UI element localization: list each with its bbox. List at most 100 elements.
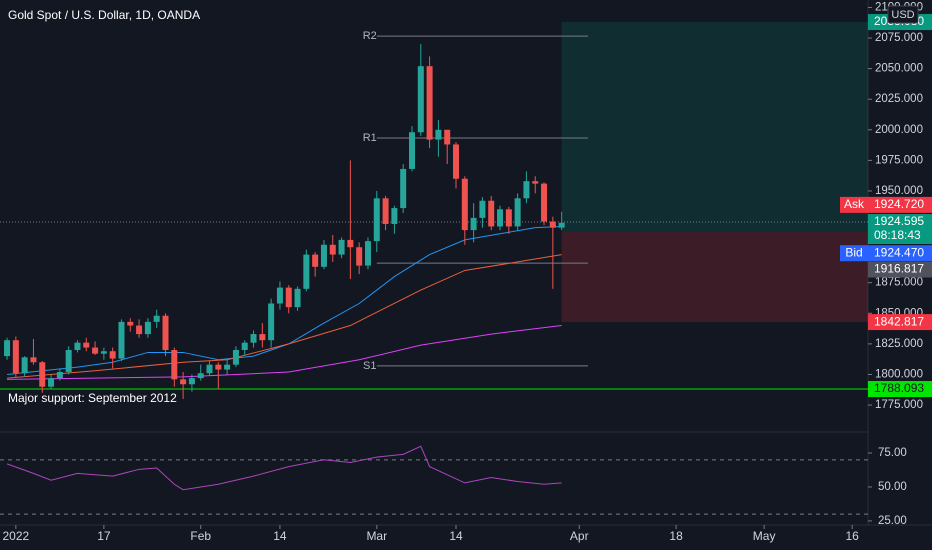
- y-tick-label: 1975.000: [875, 154, 923, 166]
- candle-body: [65, 349, 72, 373]
- support-label-text: 1788.093: [874, 381, 924, 395]
- candle-body: [364, 241, 371, 266]
- candle-body: [250, 334, 257, 343]
- candle-body: [118, 321, 125, 359]
- candle-body: [100, 351, 107, 354]
- x-tick-label: May: [753, 529, 776, 543]
- candle-body: [426, 66, 433, 140]
- ask-name-box: [840, 196, 868, 213]
- x-tick-label: 2022: [2, 529, 29, 543]
- candle-body: [312, 254, 319, 267]
- candle-body: [48, 378, 55, 387]
- candle-body: [74, 342, 81, 350]
- stop-label-text: 1842.817: [874, 314, 924, 328]
- candle-body: [435, 129, 442, 140]
- stop-label-box: [868, 314, 932, 331]
- target-zone: [561, 22, 868, 232]
- pivot-label: S1: [363, 360, 376, 372]
- candle-body: [39, 362, 46, 387]
- candle-body: [479, 200, 486, 218]
- rsi-tick-label: 50.00: [878, 481, 907, 493]
- candle-body: [347, 239, 354, 248]
- candle-body: [136, 325, 143, 335]
- x-tick-label: 18: [669, 529, 683, 543]
- last-label-text: 1924.595: [874, 214, 924, 228]
- candle-body: [268, 303, 275, 341]
- candle-body: [232, 349, 239, 365]
- candle-body: [391, 208, 398, 224]
- candle-body: [514, 198, 521, 227]
- candle-body: [497, 209, 504, 227]
- candle-body: [373, 198, 380, 242]
- candle-body: [92, 347, 99, 354]
- moving-average: [7, 254, 562, 379]
- candle-body: [549, 221, 556, 228]
- y-tick-label: 1875.000: [875, 277, 923, 289]
- candle-body: [444, 129, 451, 145]
- rsi-tick-label: 75.00: [878, 447, 907, 459]
- candle-body: [320, 244, 327, 267]
- candle-body: [382, 198, 389, 224]
- bid-label-text: 1924.470: [874, 245, 924, 259]
- candle-body: [83, 342, 90, 348]
- candle-body: [12, 340, 19, 374]
- x-tick-label: 14: [449, 529, 463, 543]
- y-tick-label: 1775.000: [875, 399, 923, 411]
- bid-label-box: [868, 245, 932, 262]
- entry-label-box: [868, 261, 932, 278]
- candle-body: [153, 315, 160, 322]
- rsi-line: [6, 445, 562, 491]
- candle-body: [408, 132, 415, 169]
- candle-body: [532, 181, 539, 184]
- ask-label-box: [868, 196, 932, 213]
- candle-body: [56, 372, 63, 379]
- candle-body: [144, 321, 151, 335]
- candle-body: [276, 287, 283, 304]
- candle-body: [109, 351, 116, 359]
- candle-body: [453, 144, 460, 179]
- candle-body: [285, 287, 292, 308]
- y-tick-label: 2025.000: [875, 93, 923, 105]
- currency: USD: [891, 9, 914, 21]
- candle-body: [488, 200, 495, 227]
- countdown: 08:18:43: [874, 228, 921, 242]
- last-label-box: [868, 214, 932, 245]
- candle-body: [188, 378, 195, 385]
- pivot-label: R2: [363, 30, 377, 42]
- candle-body: [523, 181, 530, 199]
- candle-body: [356, 247, 363, 266]
- candle-body: [171, 349, 178, 380]
- support-label-box: [868, 381, 932, 398]
- rsi-tick-label: 25.00: [878, 515, 907, 527]
- pivot-label: R1: [363, 132, 377, 144]
- candle-body: [30, 357, 37, 363]
- y-tick-label: 1800.000: [875, 368, 923, 380]
- y-tick-label: 2050.000: [875, 63, 923, 75]
- candle-body: [241, 342, 248, 350]
- candle-body: [180, 379, 187, 385]
- candle-body: [417, 66, 424, 133]
- candle-body: [215, 364, 222, 370]
- x-tick-label: Mar: [366, 529, 387, 543]
- candle-body: [505, 209, 512, 227]
- candle-body: [558, 222, 565, 228]
- ask-label-text: 1924.720: [874, 197, 924, 211]
- candle-body: [461, 178, 468, 231]
- y-tick-label: 2000.000: [875, 124, 923, 136]
- candle-body: [206, 364, 213, 374]
- candle-body: [21, 357, 28, 374]
- candle-body: [329, 244, 336, 255]
- candle-body: [400, 168, 407, 209]
- candle-body: [294, 288, 301, 308]
- candle-body: [224, 364, 231, 370]
- x-tick-label: 14: [273, 529, 287, 543]
- stop-zone: [561, 231, 868, 323]
- candle-body: [259, 334, 266, 341]
- currency-box: [887, 5, 919, 24]
- candle-body: [4, 340, 11, 357]
- candle-body: [541, 183, 548, 222]
- entry-label-text: 1916.817: [874, 262, 924, 276]
- bid-name: Bid: [845, 245, 862, 259]
